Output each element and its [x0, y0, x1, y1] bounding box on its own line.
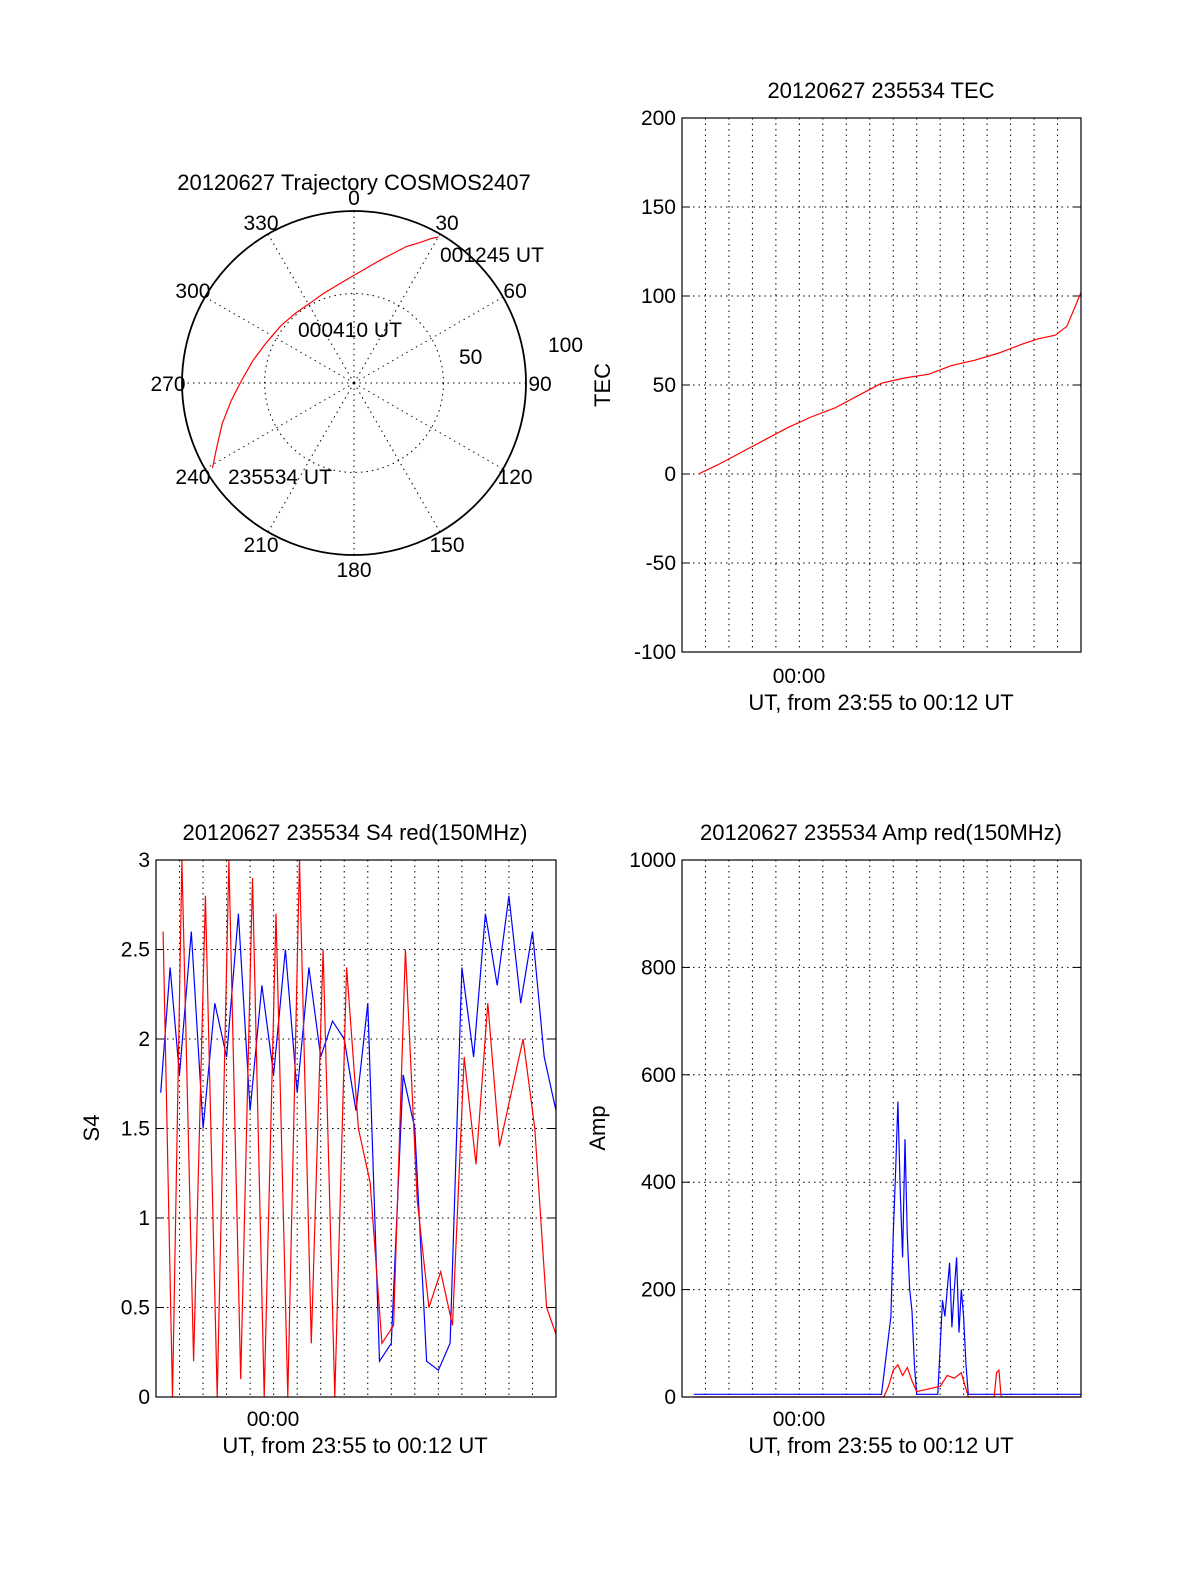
polar-spoke — [353, 233, 441, 384]
s4-title: 20120627 235534 S4 red(150MHz) — [183, 820, 528, 845]
polar-trajectory-panel: 20120627 Trajectory COSMOS2407 0 30 60 90 12… — [150, 170, 583, 582]
polar-angle-label: 330 — [243, 212, 278, 235]
polar-angle-label: 150 — [429, 534, 464, 557]
polar-spoke — [353, 296, 504, 384]
polar-angle-label: 180 — [336, 559, 371, 582]
ytick-label: 0.5 — [121, 1297, 150, 1320]
ytick-label: 1 — [138, 1207, 150, 1230]
ytick-label: 2.5 — [121, 939, 150, 962]
amp-title: 20120627 235534 Amp red(150MHz) — [700, 820, 1062, 845]
trajectory-line — [211, 236, 439, 469]
polar-angle-label: 90 — [528, 373, 551, 396]
ytick-label: 1.5 — [121, 1118, 150, 1141]
ytick-label: 50 — [653, 374, 676, 397]
annotation-000410: 000410 UT — [298, 319, 402, 342]
polar-angle-label: 270 — [150, 373, 185, 396]
polar-angle-label: 120 — [498, 466, 533, 489]
radial-label-100: 100 — [548, 334, 583, 357]
polar-angle-label: 240 — [175, 466, 210, 489]
polar-angle-label: 210 — [243, 534, 278, 557]
plot-frame — [681, 859, 1082, 1398]
amp-panel: 20120627 235534 Amp red(150MHz) 0 200 400 6… — [585, 820, 1082, 1458]
ytick-label: 100 — [641, 285, 676, 308]
annotation-001245: 001245 UT — [440, 244, 544, 267]
polar-spoke — [204, 296, 355, 384]
s4-xlabel: UT, from 23:55 to 00:12 UT — [222, 1433, 487, 1458]
polar-spoke — [267, 233, 355, 384]
polar-angle-label: 0 — [348, 187, 360, 210]
tec-xlabel: UT, from 23:55 to 00:12 UT — [748, 690, 1013, 715]
ytick-label: 1000 — [629, 849, 676, 872]
series-line — [698, 292, 1082, 475]
amp-ylabel: Amp — [585, 1105, 610, 1150]
tec-ylabel: TEC — [590, 363, 615, 407]
series-line — [162, 859, 557, 1398]
ytick-label: 0 — [664, 463, 676, 486]
ytick-label: -50 — [646, 552, 676, 575]
series-line — [693, 1101, 1081, 1395]
polar-spoke — [353, 382, 504, 470]
ytick-label: 150 — [641, 196, 676, 219]
tec-title: 20120627 235534 TEC — [767, 78, 994, 103]
polar-spoke — [204, 382, 355, 470]
ytick-label: 800 — [641, 956, 676, 979]
ytick-label: 0 — [138, 1386, 150, 1409]
s4-panel: 20120627 235534 S4 red(150MHz) 0 0.5 1 1.5 2… — [79, 820, 557, 1458]
polar-title: 20120627 Trajectory COSMOS2407 — [177, 170, 530, 195]
polar-grid — [181, 210, 527, 556]
ytick-label: 3 — [138, 849, 150, 872]
polar-angle-label: 30 — [435, 212, 458, 235]
series-line — [693, 1363, 1081, 1398]
tec-axes: -100 -50 0 50 100 150 200 — [634, 107, 1082, 664]
plot-frame — [155, 859, 557, 1398]
polar-spoke — [267, 382, 355, 533]
s4-axes: 0 0.5 1 1.5 2 2.5 3 — [121, 849, 557, 1409]
ytick-label: 0 — [664, 1386, 676, 1409]
ytick-label: 200 — [641, 1279, 676, 1302]
annotation-235534: 235534 UT — [228, 466, 332, 489]
tec-panel: 20120627 235534 TEC -100-50050100150200 … — [590, 78, 1082, 715]
amp-xlabel: UT, from 23:55 to 00:12 UT — [748, 1433, 1013, 1458]
s4-xtick: 00:00 — [247, 1408, 300, 1431]
s4-ylabel: S4 — [79, 1115, 104, 1142]
polar-angle-labels: 0 30 60 90 120 150 180 210 240 270 300 330 — [150, 187, 551, 582]
ytick-label: 600 — [641, 1064, 676, 1087]
polar-angle-label: 60 — [503, 280, 526, 303]
polar-angle-label: 300 — [175, 280, 210, 303]
ytick-label: 400 — [641, 1171, 676, 1194]
polar-spoke — [353, 382, 441, 533]
ytick-label: 2 — [138, 1028, 150, 1051]
plot-frame — [681, 117, 1082, 653]
ytick-label: 200 — [641, 107, 676, 130]
ytick-label: -100 — [634, 641, 676, 664]
amp-xtick: 00:00 — [773, 1408, 826, 1431]
series-line — [160, 895, 557, 1372]
radial-label-50: 50 — [459, 346, 482, 369]
amp-axes: 0 200 400 600 800 1000 — [629, 849, 1082, 1409]
tec-xtick: 00:00 — [773, 665, 826, 688]
